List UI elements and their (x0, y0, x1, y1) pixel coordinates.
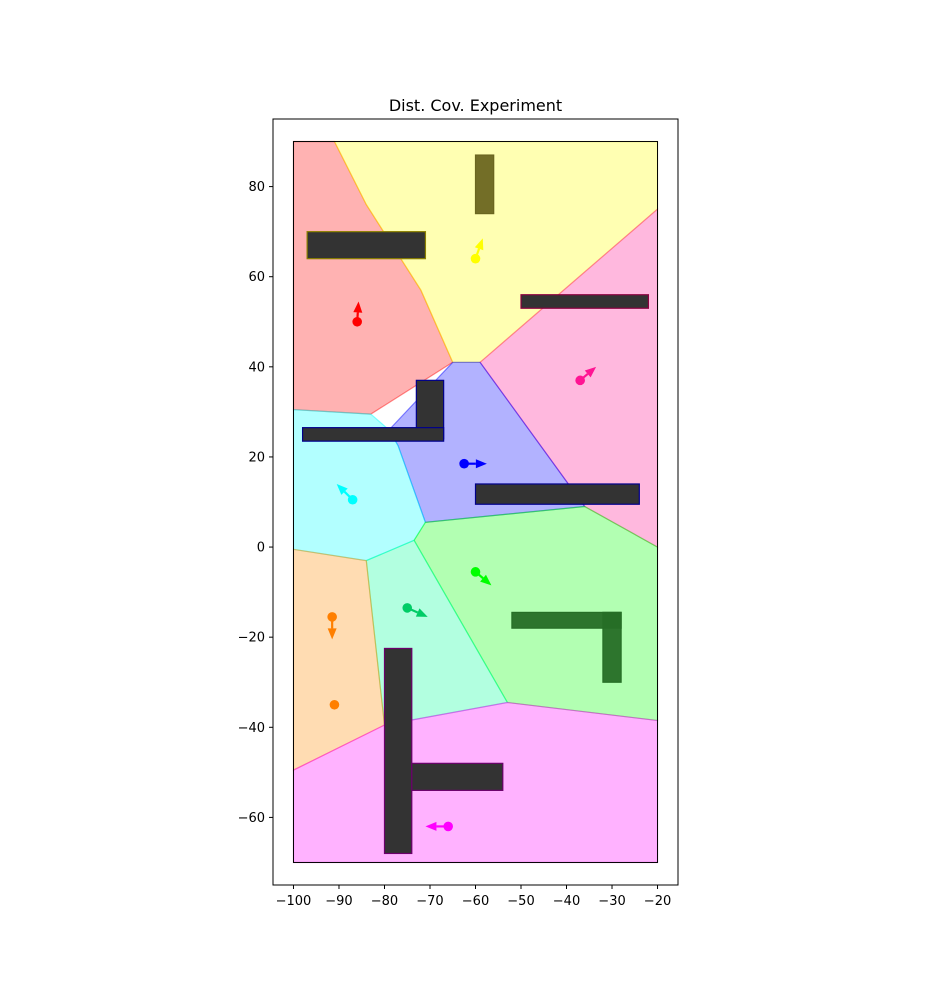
agent-heading-arrowhead (425, 821, 437, 831)
obstacle (474, 483, 640, 505)
obstacle (383, 647, 413, 855)
agent-heading-arrowhead (475, 459, 487, 469)
y-axis: −60 −40 −20 0 20 40 60 80 (238, 180, 273, 826)
agents-layer (327, 238, 597, 832)
agent-green-marker (470, 567, 481, 577)
obstacles-layer (301, 154, 650, 855)
agent-spring-green-marker (402, 603, 413, 613)
agent-orange-marker (327, 612, 337, 622)
x-tick-label: −70 (416, 894, 443, 909)
obstacle (520, 294, 650, 309)
x-tick-label: −30 (598, 894, 625, 909)
agent-heading-arrowhead (327, 628, 337, 640)
agent-yellow-marker (470, 253, 481, 264)
agent-cyan-marker (347, 494, 358, 505)
x-tick-label: −60 (462, 894, 489, 909)
obstacle (306, 231, 427, 260)
chart-title: Dist. Cov. Experiment (389, 96, 562, 115)
agent-heading-arrowhead (415, 608, 428, 617)
region-cyan (292, 408, 427, 562)
obstacle (411, 762, 504, 791)
agent-magenta-marker (443, 821, 453, 832)
x-axis: −100 −90 −80 −70 −60 −50 −40 −30 −20 (276, 885, 671, 909)
y-tick-label: −40 (238, 721, 265, 736)
x-tick-label: −80 (371, 894, 398, 909)
x-tick-label: −90 (325, 894, 352, 909)
x-tick-label: −100 (276, 894, 312, 909)
agent-orange-2-marker (329, 699, 340, 710)
agent-heading-arrowhead (336, 483, 348, 495)
obstacle (602, 611, 622, 683)
agent-heading-arrowhead (480, 574, 492, 586)
agent-pink-marker (575, 375, 585, 386)
x-tick-label: −40 (553, 894, 580, 909)
workspace-boundary (292, 141, 659, 863)
agent-heading-arrowhead (474, 238, 484, 251)
y-tick-label: 0 (257, 541, 265, 556)
x-tick-label: −50 (507, 894, 534, 909)
region-red (292, 140, 454, 415)
y-tick-label: 20 (248, 450, 265, 465)
agent-heading-arrowhead (353, 301, 363, 313)
y-tick-label: −20 (238, 631, 265, 646)
agent-red-marker (352, 316, 362, 327)
y-tick-label: −60 (238, 811, 265, 826)
obstacle (301, 427, 445, 442)
agent-heading-arrowhead (584, 366, 597, 378)
x-tick-label: −20 (644, 894, 671, 909)
y-tick-label: 40 (248, 360, 265, 375)
agent-blue-marker (459, 458, 469, 469)
y-tick-label: 60 (248, 270, 265, 285)
obstacle (474, 154, 495, 215)
y-tick-label: 80 (248, 180, 265, 195)
